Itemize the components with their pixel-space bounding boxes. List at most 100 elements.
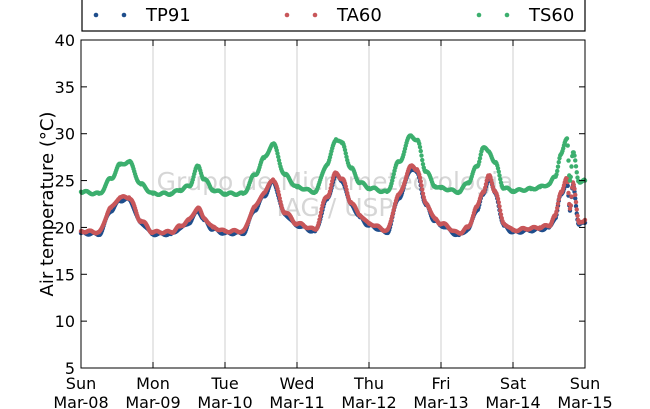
series-point <box>420 187 425 192</box>
series-point <box>496 169 501 174</box>
series-point <box>565 183 570 189</box>
legend-label-1: TP91 <box>145 5 191 26</box>
series-point <box>573 192 578 198</box>
series-point <box>575 213 580 218</box>
x-tick-label-day: Tue <box>210 374 238 393</box>
series-point <box>574 207 579 212</box>
series-point <box>572 186 577 191</box>
series-point <box>497 204 502 209</box>
series-point <box>555 164 561 169</box>
legend-entry-2: TA60 <box>284 5 382 26</box>
series-TA60 <box>78 163 588 236</box>
legend-label-3: TS60 <box>528 5 574 26</box>
series-point <box>498 212 504 217</box>
series-point <box>483 181 489 187</box>
x-tick-label-day: Sat <box>500 374 526 393</box>
x-tick-label-day: Mon <box>136 374 170 393</box>
legend-marker-3b <box>504 12 510 18</box>
series-point <box>498 208 503 213</box>
series-point <box>483 185 488 190</box>
legend-entry-3: TS60 <box>476 5 574 26</box>
series-point <box>568 174 573 180</box>
x-tick-labels: SunMar-08MonMar-09TueMar-10WedMar-11ThuM… <box>53 374 612 409</box>
legend-marker-2a <box>284 12 290 18</box>
legend: TP91 TA60 TS60 <box>81 0 586 32</box>
series-point <box>573 164 579 169</box>
series-point <box>418 179 423 184</box>
y-tick-label: 15 <box>55 265 75 284</box>
series-point <box>568 203 573 208</box>
series-point <box>498 177 503 182</box>
legend-marker-3a <box>476 12 482 18</box>
series-point <box>318 213 323 219</box>
legend-box <box>81 0 586 32</box>
watermark-line-2: IAG / USP <box>277 193 394 222</box>
y-tick-label: 25 <box>55 172 75 191</box>
legend-marker-2b <box>312 12 318 18</box>
series-point <box>329 182 334 187</box>
series-point <box>344 154 349 160</box>
series-point <box>556 159 561 165</box>
series-point <box>566 158 571 163</box>
series-point <box>575 175 580 180</box>
series-point <box>418 148 423 154</box>
plot-frame <box>80 39 586 369</box>
series-point <box>417 141 422 146</box>
series-point <box>495 196 501 202</box>
series-point <box>390 175 396 180</box>
x-tick-label-date: Mar-15 <box>557 393 612 409</box>
series-point <box>573 199 579 205</box>
y-tick-label: 35 <box>55 78 75 97</box>
series-layer <box>78 133 588 238</box>
series-point <box>318 210 324 215</box>
y-tick-label: 5 <box>65 359 75 378</box>
y-axis-label: Air temperature (°C) <box>37 112 58 297</box>
x-tick-label-day: Wed <box>280 374 315 393</box>
legend-marker-1a <box>93 12 99 18</box>
series-point <box>275 151 280 156</box>
series-point <box>554 209 559 214</box>
series-point <box>277 196 282 201</box>
series-point <box>489 181 495 186</box>
series-point <box>566 190 571 196</box>
series-point <box>497 173 502 178</box>
y-tick-label: 30 <box>55 125 75 144</box>
series-point <box>345 190 350 196</box>
x-tick-label-date: Mar-12 <box>341 393 396 409</box>
series-point <box>420 191 426 196</box>
series-point <box>417 175 423 180</box>
x-tick-label-date: Mar-09 <box>125 393 180 409</box>
series-point <box>420 161 426 167</box>
series-point <box>573 196 578 201</box>
series-point <box>572 153 577 158</box>
series-point <box>496 200 501 205</box>
legend-marker-1b <box>121 12 127 18</box>
plot-area <box>81 40 585 368</box>
data-point <box>567 178 573 183</box>
series-point <box>344 187 349 192</box>
series-point <box>478 152 483 157</box>
series-point <box>276 158 282 163</box>
series-point <box>343 151 348 156</box>
series-point <box>278 199 283 204</box>
x-tick-label-day: Sun <box>570 374 600 393</box>
grid-lines <box>152 40 514 368</box>
x-tick-label-date: Mar-13 <box>413 393 468 409</box>
y-tick-label: 20 <box>55 218 75 237</box>
series-point <box>573 203 579 209</box>
y-tick-label: 40 <box>55 31 75 50</box>
x-tick-label-date: Mar-10 <box>197 393 252 409</box>
series-point <box>495 166 501 171</box>
x-tick-label-date: Mar-11 <box>269 393 324 409</box>
series-point <box>391 171 396 177</box>
series-point <box>420 157 425 163</box>
series-point <box>276 192 282 198</box>
series-point <box>554 172 559 177</box>
series-point <box>489 177 494 183</box>
x-tick-label-day: Sun <box>66 374 96 393</box>
series-point <box>569 164 574 169</box>
series-point <box>569 194 574 199</box>
ticks <box>80 39 586 369</box>
series-point <box>555 168 560 174</box>
